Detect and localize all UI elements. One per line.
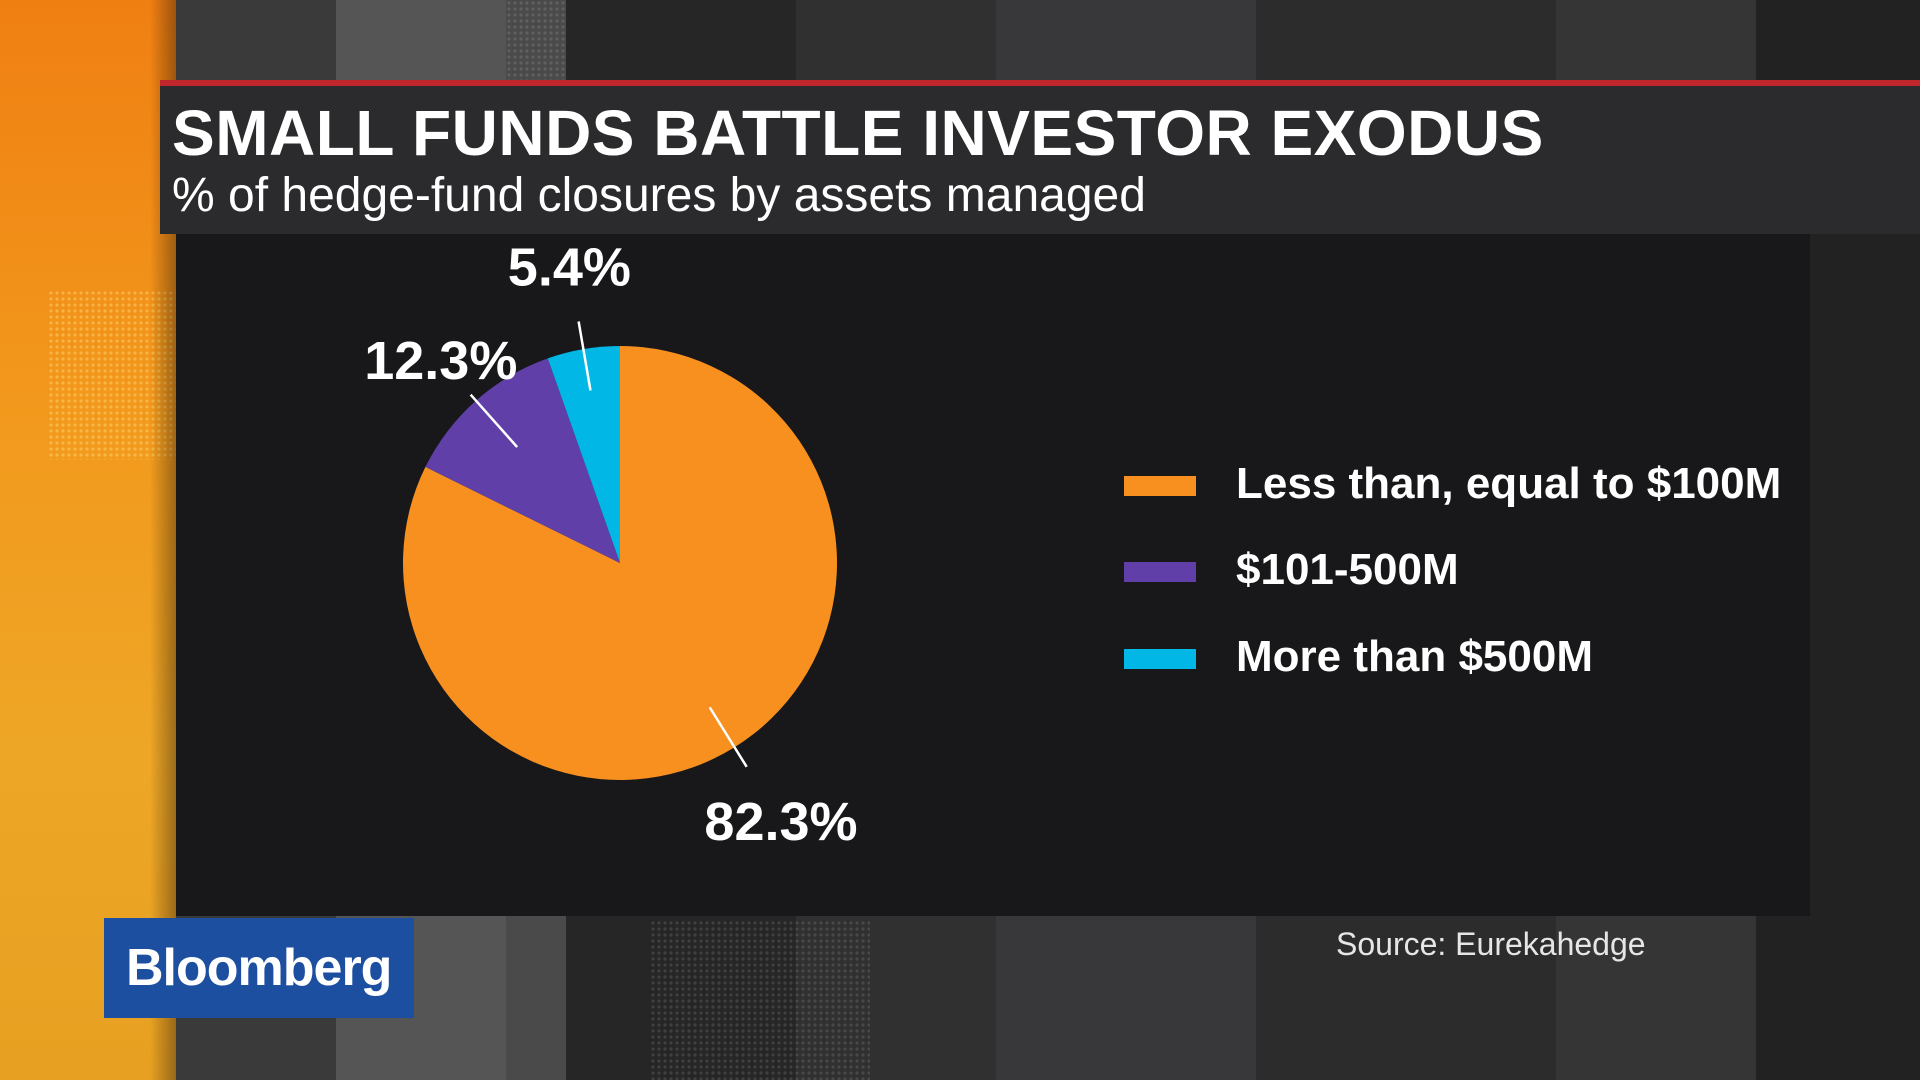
dot-pattern [650,920,870,1080]
leader-line [708,706,748,768]
header-bar [160,80,1920,234]
orange-side-band [0,0,176,1080]
legend-swatch-cyan [1124,649,1196,669]
dot-pattern [48,290,176,460]
slice-large-funds [547,346,620,563]
logo-text: Bloomberg [126,939,392,997]
chart-subtitle: % of hedge-fund closures by assets manag… [172,169,1146,222]
data-label: 12.3% [364,331,517,391]
leader-line [469,393,519,448]
data-label: 5.4% [508,237,631,297]
legend-label: $101-500M [1236,545,1459,594]
legend-label: More than $500M [1236,632,1593,681]
leader-line [577,321,592,391]
dot-pattern [506,0,566,80]
legend-swatch-purple [1124,562,1196,582]
bloomberg-logo: Bloomberg [104,918,414,1018]
slice-mid-funds [425,358,620,563]
legend-label: Less than, equal to $100M [1236,459,1782,508]
source-note: Source: Eurekahedge [1336,926,1646,962]
data-label: 82.3% [704,792,857,852]
chart-title: SMALL FUNDS BATTLE INVESTOR EXODUS [172,97,1544,169]
legend-swatch-orange [1124,476,1196,496]
